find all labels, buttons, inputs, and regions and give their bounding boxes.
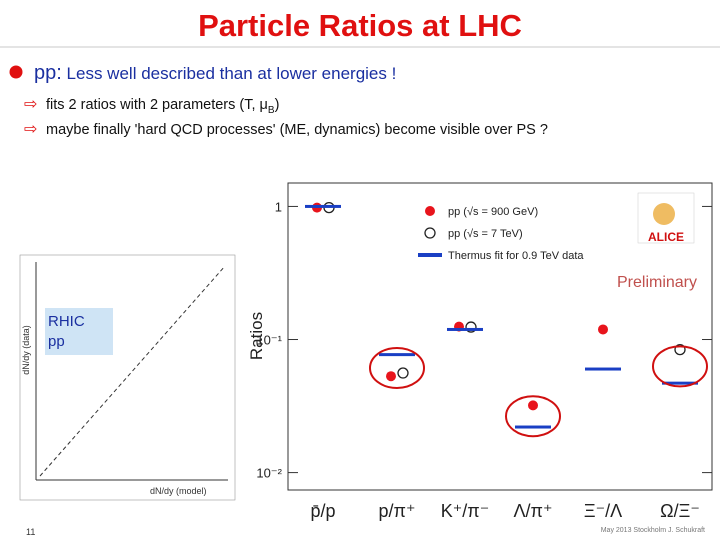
bullet-lead: pp: xyxy=(34,62,62,84)
subbullet: fits 2 ratios with 2 parameters (T, μB) xyxy=(46,97,279,116)
fit-line xyxy=(515,425,551,429)
subbullet-text: ) xyxy=(275,97,280,113)
bullet: pp: Less well described than at lower en… xyxy=(34,62,396,84)
legend-label: pp (√s = 900 GeV) xyxy=(448,206,538,218)
data-point xyxy=(397,367,409,379)
inset-plot: RHIC pp dN/dy (model) dN/dy (data) xyxy=(19,254,236,501)
x-tick-label: Ω/Ξ⁻ xyxy=(660,501,700,521)
logo-star xyxy=(653,203,675,225)
x-tick-label: p̄/p xyxy=(310,501,335,521)
inset-label: RHIC xyxy=(48,313,85,330)
data-point xyxy=(465,321,477,333)
inset-label: pp xyxy=(48,333,65,350)
slide-title: Particle Ratios at LHC xyxy=(198,8,522,43)
x-tick-label: Ξ⁻/Λ xyxy=(584,501,622,521)
page-number: 11 xyxy=(26,527,35,537)
data-point xyxy=(598,324,608,335)
data-point xyxy=(674,343,686,356)
bullet-text: Less well described than at lower energi… xyxy=(67,64,397,83)
plot-frame xyxy=(287,182,713,491)
legend-swatch xyxy=(418,253,442,257)
fit-line xyxy=(662,381,698,385)
subbullet-text: μ xyxy=(260,97,268,113)
subbullet-subscript: B xyxy=(268,105,275,116)
fit-line xyxy=(305,204,341,208)
subbullet-text: fits 2 ratios with 2 parameters (T, xyxy=(46,97,260,113)
footer: May 2013 Stockholm J. Schukraft xyxy=(601,527,705,534)
x-tick-label: p/π⁺ xyxy=(379,501,416,521)
x-tick-label: Λ/π⁺ xyxy=(514,501,553,521)
fit-line xyxy=(585,367,621,371)
arrow-icon: ⇨ xyxy=(24,96,37,113)
y-axis-label: Ratios xyxy=(247,312,266,360)
arrow-icon: ⇨ xyxy=(24,121,37,138)
inset-x-label: dN/dy (model) xyxy=(150,486,207,496)
y-tick-label: 1 xyxy=(275,199,282,214)
inset-label-box xyxy=(45,308,113,355)
y-tick-label: 10⁻¹ xyxy=(256,333,282,348)
legend-swatch xyxy=(425,206,435,216)
subbullet-text: maybe finally 'hard QCD processes' (ME, … xyxy=(46,122,548,138)
legend-label: pp (√s = 7 TeV) xyxy=(448,228,523,240)
y-tick-label: 10⁻² xyxy=(256,466,282,481)
fit-line xyxy=(447,327,483,331)
legend-label: Thermus fit for 0.9 TeV data xyxy=(448,250,584,262)
inset-diagonal xyxy=(39,265,226,477)
annotation: ALICE xyxy=(648,230,684,244)
legend-swatch xyxy=(424,227,436,239)
highlight-ring xyxy=(652,345,708,388)
highlight-ring xyxy=(505,395,561,438)
bullet-dot xyxy=(9,65,23,79)
fit-line xyxy=(379,353,415,357)
x-tick-label: K⁺/π⁻ xyxy=(441,501,489,521)
annotation: Preliminary xyxy=(617,274,697,291)
highlight-ring xyxy=(369,346,425,389)
subbullet: maybe finally 'hard QCD processes' (ME, … xyxy=(46,122,548,138)
data-point xyxy=(386,371,396,382)
data-point xyxy=(528,400,538,411)
inset-y-label: dN/dy (data) xyxy=(21,325,31,375)
